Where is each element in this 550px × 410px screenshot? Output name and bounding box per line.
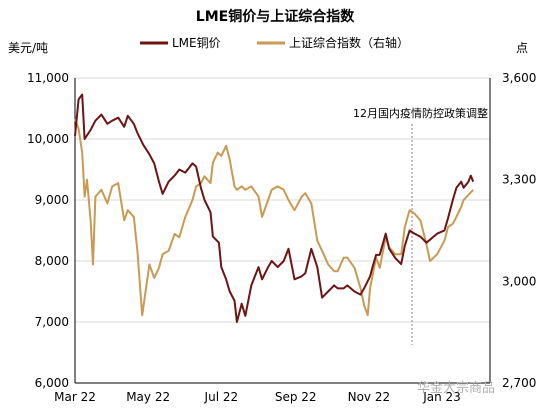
legend-label-sse: 上证综合指数（右轴） — [289, 35, 409, 50]
left-tick-label: 6,000 — [35, 376, 69, 390]
left-axis-unit: 美元/吨 — [8, 41, 48, 55]
left-tick-label: 11,000 — [27, 71, 69, 85]
left-tick-label: 10,000 — [27, 132, 69, 146]
x-tick-label: Jan 23 — [422, 390, 461, 404]
legend-label-lme: LME铜价 — [172, 35, 221, 50]
right-tick-label: 2,700 — [502, 376, 536, 390]
legend: LME铜价 上证综合指数（右轴） — [140, 35, 409, 50]
right-tick-label: 3,600 — [502, 71, 536, 85]
policy-change-annotation: 12月国内疫情防控政策调整 — [353, 106, 488, 120]
x-tick-label: Jul 22 — [204, 390, 239, 404]
right-axis-ticks: 2,700 3,000 3,300 3,600 — [502, 71, 536, 390]
series-line-sse — [74, 118, 474, 317]
right-tick-label: 3,300 — [502, 173, 536, 187]
chart-title: LME铜价与上证综合指数 — [196, 8, 355, 25]
series-line-lme — [74, 93, 475, 323]
x-tick-label: Nov 22 — [348, 390, 391, 404]
x-tick-label: May 22 — [126, 390, 170, 404]
right-axis-unit: 点 — [516, 41, 528, 55]
x-tick-label: Sep 22 — [275, 390, 317, 404]
left-axis-ticks: 6,000 7,000 8,000 9,000 10,000 11,000 — [27, 71, 69, 390]
left-tick-label: 9,000 — [35, 193, 69, 207]
x-axis-ticks: Mar 22 May 22 Jul 22 Sep 22 Nov 22 Jan 23 — [54, 390, 461, 404]
left-tick-label: 8,000 — [35, 254, 69, 268]
gridlines — [74, 77, 491, 384]
right-tick-label: 3,000 — [502, 274, 536, 288]
left-tick-label: 7,000 — [35, 315, 69, 329]
x-tick-label: Mar 22 — [54, 390, 96, 404]
watermark: 华金大宗商品 — [417, 380, 495, 396]
